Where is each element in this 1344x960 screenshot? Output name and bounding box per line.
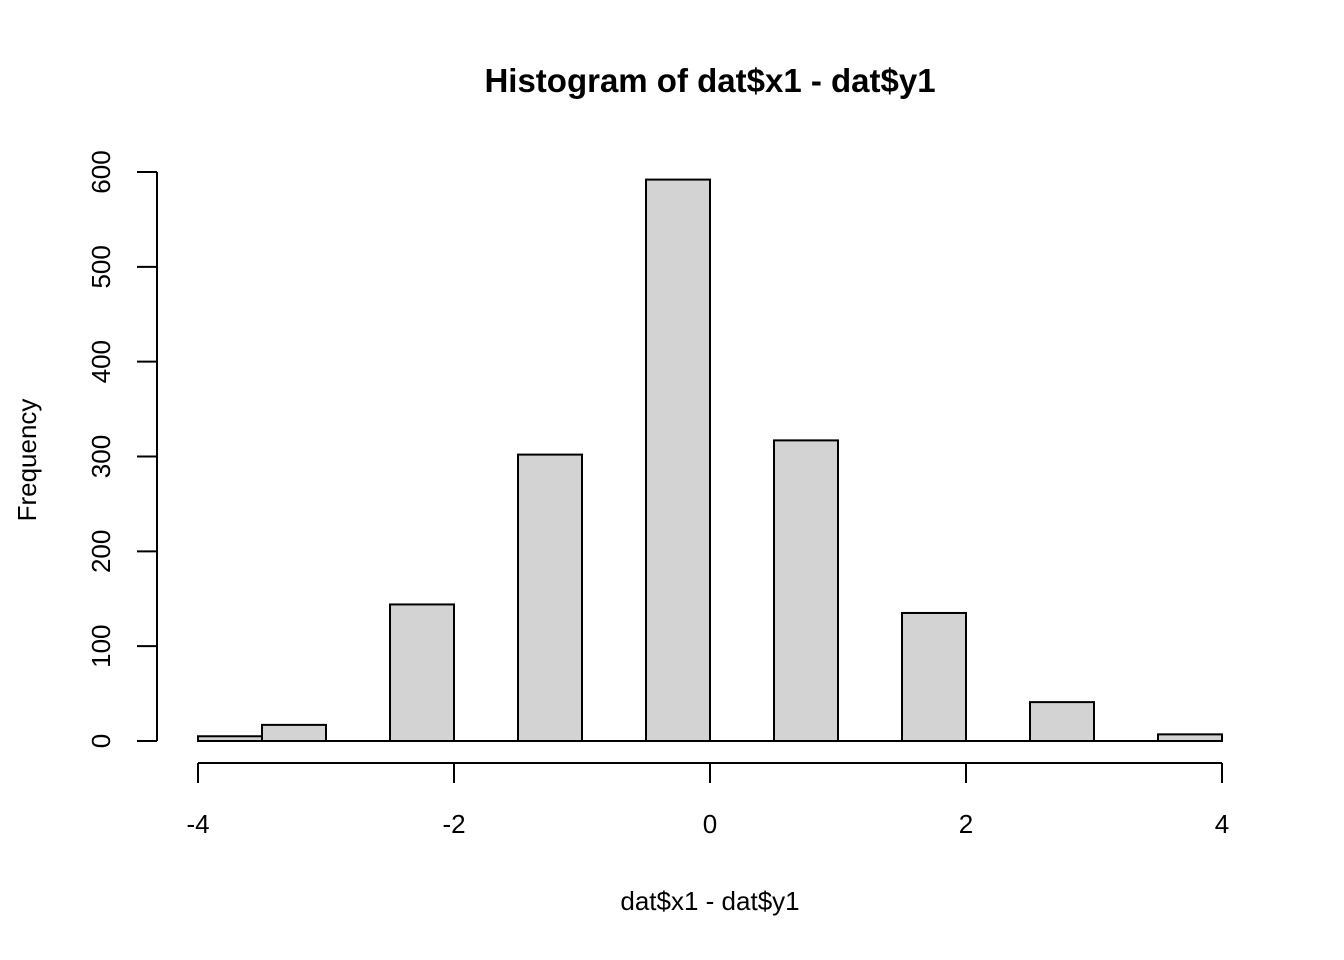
x-tick-label: -4 [186, 809, 209, 839]
histogram-bar [645, 178, 711, 742]
y-axis-label: Frequency [12, 399, 42, 522]
x-tick-label: 4 [1215, 809, 1229, 839]
x-axis-label: dat$x1 - dat$y1 [620, 886, 799, 916]
x-tick-label: 0 [703, 809, 717, 839]
x-tick-label: -2 [442, 809, 465, 839]
histogram-bar [773, 439, 839, 742]
y-tick-label: 200 [86, 530, 116, 573]
histogram-bar [901, 611, 967, 742]
y-tick-label: 0 [86, 734, 116, 748]
y-tick-label: 500 [86, 245, 116, 288]
y-tick-label: 600 [86, 150, 116, 193]
y-tick-label: 400 [86, 340, 116, 383]
histogram-bar [1029, 701, 1095, 743]
x-tick-label: 2 [959, 809, 973, 839]
histogram-bar [261, 723, 327, 743]
y-tick-label: 100 [86, 624, 116, 667]
y-axis: 0 100 200 300 400 500 600 [86, 150, 158, 748]
bars-group [197, 178, 1223, 743]
y-tick-label: 300 [86, 435, 116, 478]
chart-title: Histogram of dat$x1 - dat$y1 [484, 62, 935, 99]
x-axis: -4 -2 0 2 4 [186, 762, 1229, 839]
histogram-bar [517, 453, 583, 742]
histogram-bar [389, 603, 455, 742]
